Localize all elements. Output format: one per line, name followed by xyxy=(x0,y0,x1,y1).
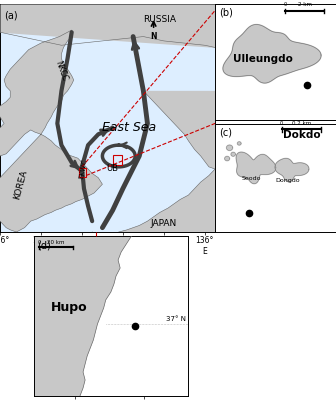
Text: Dongdo: Dongdo xyxy=(275,178,300,183)
Text: Ulleungdo: Ulleungdo xyxy=(234,54,293,64)
Polygon shape xyxy=(223,24,321,83)
Polygon shape xyxy=(236,152,276,184)
Text: 0: 0 xyxy=(280,121,283,126)
Text: KOREA: KOREA xyxy=(12,168,29,200)
Polygon shape xyxy=(231,152,235,156)
Text: (b): (b) xyxy=(219,8,233,18)
Text: East Sea: East Sea xyxy=(102,121,156,134)
Text: UB: UB xyxy=(107,164,119,173)
Text: 20 km: 20 km xyxy=(47,240,65,245)
Text: JAPAN: JAPAN xyxy=(151,219,177,228)
Text: RUSSIA: RUSSIA xyxy=(143,15,176,24)
Text: (a): (a) xyxy=(4,10,18,20)
Polygon shape xyxy=(143,4,215,169)
Text: 0.2 km: 0.2 km xyxy=(292,121,311,126)
Bar xyxy=(113,155,122,165)
Text: 37° N: 37° N xyxy=(166,316,186,322)
Polygon shape xyxy=(226,145,233,150)
Polygon shape xyxy=(34,236,131,396)
Text: (d): (d) xyxy=(37,241,50,251)
Text: Seodo: Seodo xyxy=(242,176,261,181)
Text: EKWC: EKWC xyxy=(78,158,88,179)
Text: (c): (c) xyxy=(219,127,232,137)
Polygon shape xyxy=(238,142,241,145)
Polygon shape xyxy=(92,169,215,243)
Text: Hupo: Hupo xyxy=(51,302,88,314)
Polygon shape xyxy=(0,30,102,232)
Bar xyxy=(79,168,86,177)
Text: 0: 0 xyxy=(284,2,287,7)
Text: 0: 0 xyxy=(37,240,40,245)
Text: NKCC: NKCC xyxy=(54,59,69,82)
Text: N: N xyxy=(150,32,157,41)
Polygon shape xyxy=(225,156,229,161)
Polygon shape xyxy=(275,158,309,182)
Text: Dokdo: Dokdo xyxy=(283,130,321,140)
Text: 2 km: 2 km xyxy=(298,2,311,7)
